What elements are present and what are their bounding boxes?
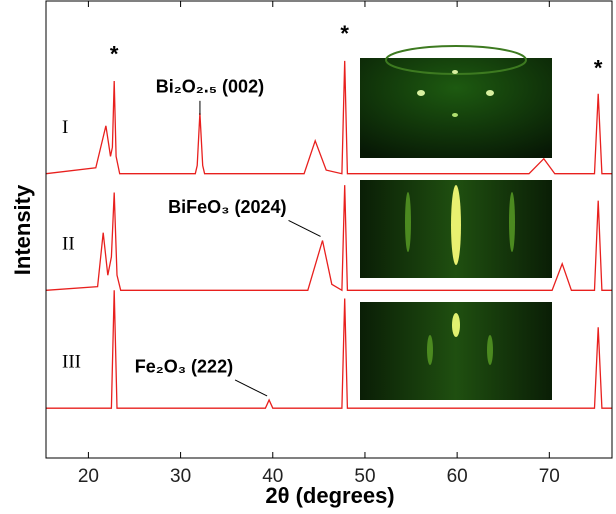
trace [45, 60, 612, 175]
peak-marker: * [110, 42, 119, 67]
rheed-streak [487, 335, 493, 365]
rheed-ring [385, 45, 527, 75]
x-tick-label: 70 [539, 466, 560, 487]
annotation: Fe₂O₃ (222) [135, 357, 233, 377]
rheed-streak [451, 185, 461, 265]
trace-label: II [62, 234, 75, 255]
rheed-streak [509, 192, 515, 252]
x-tick-label: 60 [447, 466, 468, 487]
peak-marker: * [340, 21, 349, 46]
x-axis-title: 2θ (degrees) [265, 483, 394, 508]
trace-label: I [62, 117, 68, 138]
rheed-insets [360, 45, 552, 400]
rheed-streak [427, 335, 433, 365]
annotation: Bi₂O₂.₅ (002) [156, 77, 264, 97]
trace [46, 290, 612, 409]
x-tick-label: 20 [78, 466, 99, 487]
annotation: BiFeO₃ (2024) [168, 197, 286, 217]
annotation-leader [234, 379, 268, 397]
x-tick-label: 50 [354, 466, 375, 487]
x-tick-label: 30 [170, 466, 191, 487]
annotation-leader [288, 220, 321, 237]
rheed-spot [486, 90, 494, 96]
rheed-streak [405, 192, 411, 252]
plot-frame [45, 0, 613, 459]
trace-label: III [62, 352, 81, 373]
rheed-spot [452, 70, 458, 74]
rheed-spot [417, 90, 425, 96]
x-tick-label: 40 [262, 466, 283, 487]
peak-marker: * [594, 55, 603, 80]
y-axis-title: Intensity [10, 184, 35, 275]
rheed-streak [452, 313, 460, 337]
rheed-spot [452, 113, 458, 117]
trace [45, 185, 612, 292]
